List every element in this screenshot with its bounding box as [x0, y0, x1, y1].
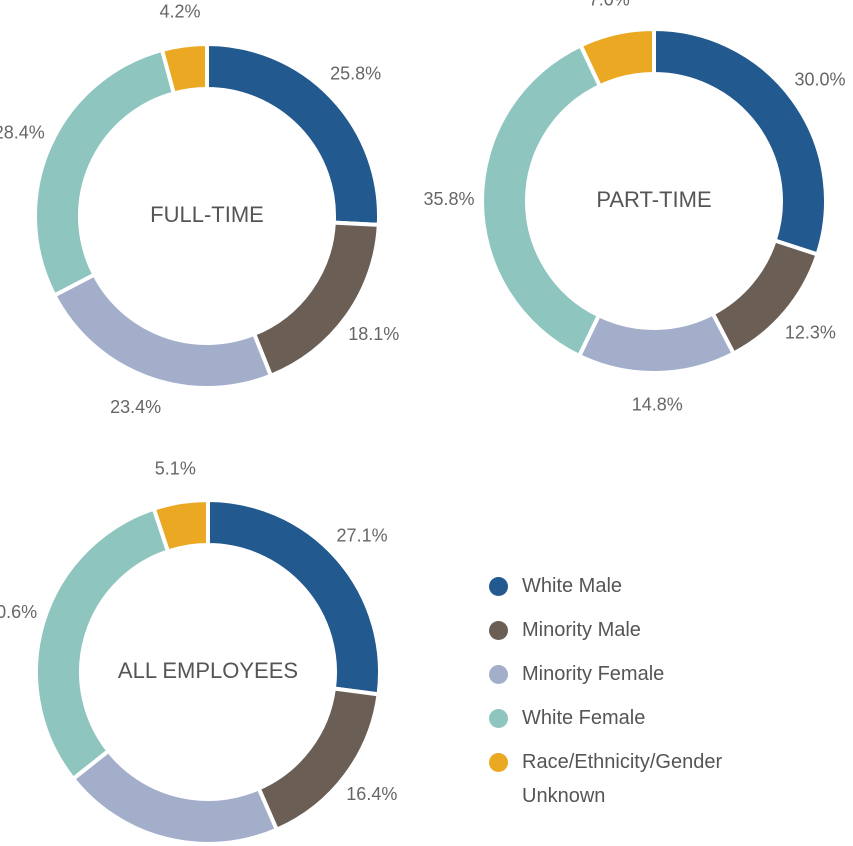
- center-title: ALL EMPLOYEES: [118, 658, 298, 683]
- legend-swatch: [489, 665, 508, 684]
- value-label: 27.1%: [337, 526, 388, 546]
- value-label: 30.6%: [0, 602, 37, 622]
- value-label: 25.8%: [330, 64, 381, 84]
- value-label: 18.1%: [348, 324, 399, 344]
- value-label: 16.4%: [346, 784, 397, 804]
- donut-slice: [576, 310, 737, 375]
- legend-item: Minority Male: [488, 618, 788, 642]
- legend-swatch: [489, 753, 508, 772]
- legend-item: Race/Ethnicity/Gender Unknown: [488, 750, 788, 813]
- legend-label: Minority Female: [522, 663, 665, 685]
- donut-slice: [251, 220, 381, 379]
- legend-label: Minority Male: [522, 619, 641, 641]
- donut-slice: [652, 26, 828, 257]
- legend-label: White Female: [522, 707, 646, 729]
- donut-slice: [159, 41, 209, 96]
- value-label: 28.4%: [0, 122, 45, 142]
- legend-item: White Male: [488, 574, 788, 598]
- donut-slice: [70, 748, 280, 846]
- value-label: 14.8%: [632, 395, 683, 415]
- donut-slice: [34, 506, 171, 782]
- legend-swatch: [489, 577, 508, 596]
- legend-item: White Female: [488, 706, 788, 730]
- donut-slice: [578, 26, 656, 89]
- legend-label: White Male: [522, 575, 623, 597]
- legend-swatch: [489, 621, 508, 640]
- legend-item: Minority Female: [488, 662, 788, 686]
- value-label: 35.8%: [423, 189, 474, 209]
- legend-label: Race/Ethnicity/Gender Unknown: [522, 751, 723, 807]
- value-label: 5.1%: [155, 458, 196, 478]
- donut-slice: [51, 271, 274, 390]
- donut-slice: [151, 497, 210, 554]
- center-title: FULL-TIME: [150, 202, 264, 227]
- value-label: 30.0%: [794, 69, 845, 89]
- value-label: 12.3%: [785, 322, 836, 342]
- donut-slice: [33, 47, 177, 299]
- value-label: 7.0%: [589, 0, 630, 10]
- legend-swatch: [489, 709, 508, 728]
- center-title: PART-TIME: [596, 187, 711, 212]
- legend: White Male Minority Male Minority Female Wh…: [488, 574, 788, 833]
- value-label: 23.4%: [110, 397, 161, 417]
- donut-slice: [480, 42, 603, 359]
- donut-slice: [256, 686, 381, 833]
- value-label: 4.2%: [159, 2, 200, 22]
